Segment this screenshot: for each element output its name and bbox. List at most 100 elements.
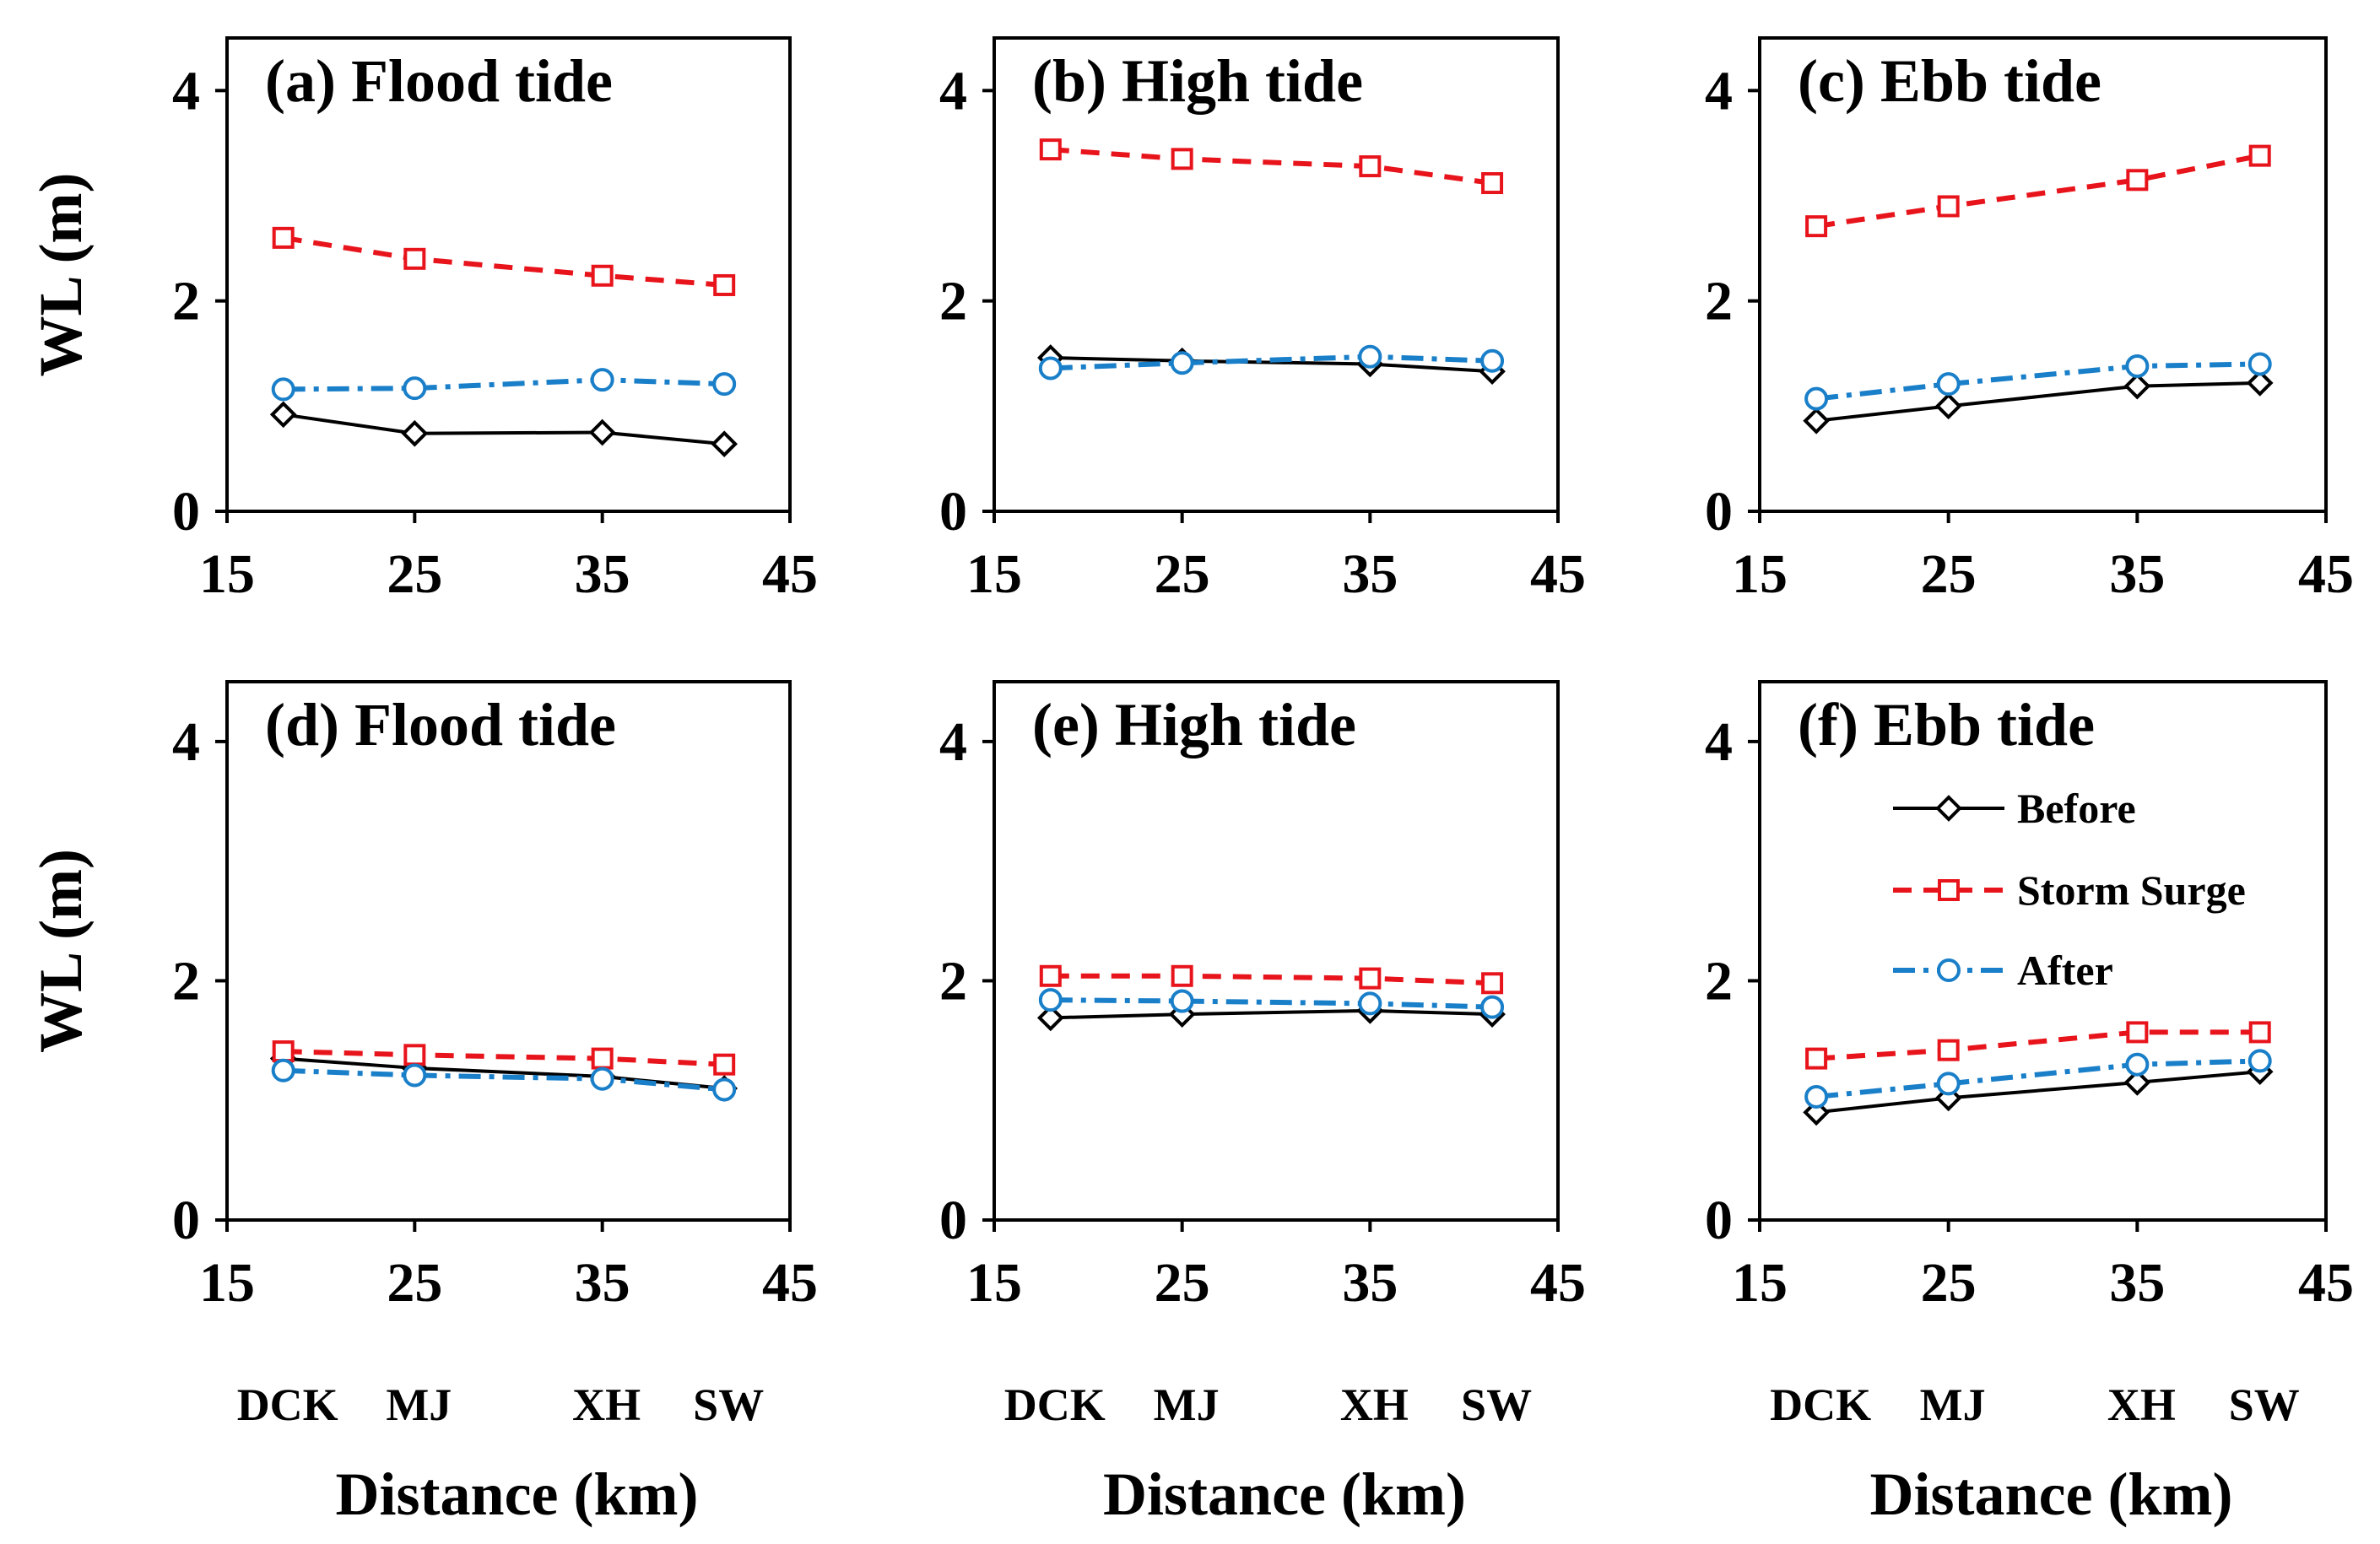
series-line: [283, 1067, 725, 1093]
x-axis-title: Distance (km): [1103, 1460, 1466, 1528]
x-tick-label: 35: [1342, 1252, 1398, 1314]
series-after: [1038, 344, 1505, 381]
x-tick-label: 25: [1155, 543, 1210, 605]
x-tick-label: 15: [966, 543, 1022, 605]
data-point: [591, 264, 614, 287]
data-point: [1803, 407, 1830, 435]
data-point: [1804, 1084, 1829, 1109]
data-point: [1170, 989, 1194, 1013]
x-tick-label: 35: [2109, 1252, 2165, 1314]
x-tick-label: 25: [1155, 1252, 1210, 1314]
legend-marker: [1935, 795, 1962, 822]
data-point: [403, 376, 427, 401]
x-tick-label: 15: [1732, 543, 1788, 605]
data-point: [1480, 995, 1505, 1019]
y-tick-label: 2: [172, 950, 200, 1012]
y-tick-label: 2: [172, 271, 200, 332]
data-point: [1039, 138, 1062, 161]
series-line: [1050, 355, 1493, 374]
data-point: [403, 247, 426, 270]
y-tick-label: 4: [1705, 711, 1733, 773]
data-point: [1358, 991, 1382, 1016]
x-tick-label: 15: [1732, 1252, 1788, 1314]
series-before: [269, 401, 738, 458]
x-tick-label: 15: [966, 1252, 1022, 1314]
data-point: [713, 273, 736, 296]
legend-item-before: Before: [1893, 785, 2136, 832]
data-point: [1358, 344, 1382, 369]
data-point: [1804, 386, 1829, 411]
y-tick-label: 2: [1705, 950, 1733, 1012]
y-tick-label: 2: [1705, 271, 1733, 332]
chart-panel-f: 0 2 4 15 25 35 45 (f) Ebb tide DCK MJ XH SW Distance…: [1705, 680, 2354, 1528]
data-point: [2125, 1052, 2150, 1077]
data-point: [2248, 144, 2271, 167]
series-line: [1050, 997, 1493, 1010]
data-point: [713, 1053, 736, 1076]
series-line: [1815, 1070, 2260, 1115]
y-tick-label: 2: [939, 950, 967, 1012]
data-point: [2126, 169, 2149, 192]
data-point: [1359, 967, 1382, 990]
legend-label: Storm Surge: [2017, 866, 2246, 914]
data-point: [2123, 372, 2151, 400]
x-tick-label: 35: [2109, 543, 2165, 605]
panel-title: (d) Flood tide: [265, 691, 616, 759]
data-point: [1481, 972, 1504, 995]
chart-panel-e: 0 2 4 15 25 35 45 (e) High tide DCK MJ XH SW Distanc…: [939, 680, 1586, 1528]
y-tick-label: 0: [172, 1190, 200, 1251]
data-point: [1937, 195, 1960, 218]
x-tick-label: 45: [1530, 1252, 1586, 1314]
data-point: [1936, 1072, 1961, 1096]
data-point: [590, 368, 614, 392]
data-point: [591, 1047, 614, 1070]
station-label: SW: [2229, 1379, 2300, 1430]
legend-label: Before: [2017, 785, 2136, 832]
series-line: [1050, 147, 1493, 186]
series-line: [1815, 381, 2260, 423]
panel-title: (e) High tide: [1032, 691, 1356, 759]
y-tick-label: 0: [939, 1190, 967, 1251]
plot-frame: [225, 680, 792, 1222]
legend-marker: [1938, 879, 1960, 901]
station-label: XH: [1340, 1379, 1409, 1430]
data-point: [2246, 370, 2274, 397]
series-before: [1803, 370, 2274, 435]
data-point: [1359, 155, 1382, 178]
data-point: [1171, 148, 1193, 170]
data-point: [271, 1058, 295, 1082]
station-label: XH: [572, 1379, 641, 1430]
plot-frame: [1758, 680, 2328, 1222]
station-label: XH: [2107, 1379, 2176, 1430]
station-label: MJ: [1920, 1379, 1986, 1430]
station-label: DCK: [1770, 1379, 1871, 1430]
chart-panel-a: 0 2 4 15 25 35 45 (a) Flood tide WL (m): [27, 36, 818, 605]
data-point: [712, 1077, 737, 1102]
data-point: [2247, 1049, 2272, 1073]
series-storm-surge: [1039, 138, 1504, 195]
x-axis-title: Distance (km): [1870, 1460, 2233, 1528]
y-tick-label: 4: [939, 711, 967, 773]
y-tick-label: 0: [172, 481, 200, 543]
x-tick-label: 45: [762, 1252, 818, 1314]
series-line: [1815, 361, 2260, 402]
x-tick-label: 45: [2298, 543, 2354, 605]
series-after: [1804, 352, 2272, 411]
data-point: [1170, 351, 1194, 375]
data-point: [1171, 964, 1193, 987]
legend-marker: [1937, 958, 1961, 982]
series-storm-surge: [272, 1040, 736, 1076]
x-tick-label: 15: [199, 543, 255, 605]
x-tick-label: 25: [387, 1252, 442, 1314]
series-line: [283, 377, 725, 392]
series-line: [283, 235, 725, 288]
legend: Before Storm Surge After: [1893, 785, 2246, 994]
data-point: [1039, 964, 1062, 987]
x-tick-label: 35: [575, 543, 630, 605]
data-point: [1038, 988, 1063, 1012]
station-label: MJ: [1154, 1379, 1220, 1430]
y-tick-label: 4: [1705, 60, 1733, 121]
chart-panel-b: 0 2 4 15 25 35 45 (b) High tide: [939, 36, 1586, 605]
series-line: [1815, 1029, 2260, 1061]
